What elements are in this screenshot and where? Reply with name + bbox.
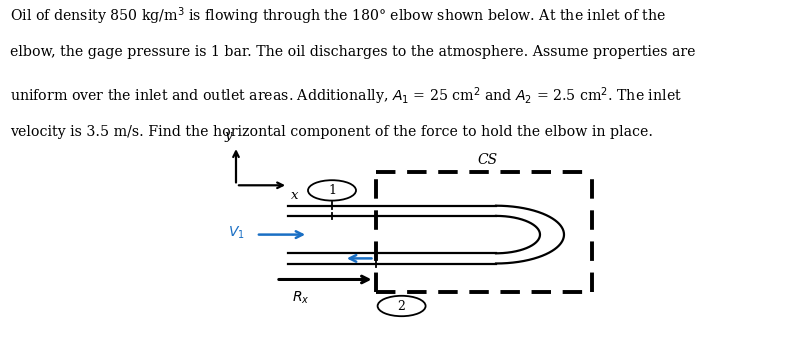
Text: $V_1$: $V_1$ (228, 225, 245, 241)
Text: x: x (290, 189, 298, 202)
Text: CS: CS (478, 153, 498, 167)
Text: 2: 2 (398, 300, 406, 312)
Text: $R_x$: $R_x$ (292, 290, 310, 306)
Text: 1: 1 (328, 184, 336, 197)
Text: velocity is 3.5 m/s. Find the horizontal component of the force to hold the elbo: velocity is 3.5 m/s. Find the horizontal… (10, 125, 653, 139)
Text: elbow, the gage pressure is 1 bar. The oil discharges to the atmosphere. Assume : elbow, the gage pressure is 1 bar. The o… (10, 45, 695, 59)
Text: y: y (224, 129, 232, 142)
Text: uniform over the inlet and outlet areas. Additionally, $A_1$ = 25 cm$^2$ and $A_: uniform over the inlet and outlet areas.… (10, 85, 682, 107)
Text: Oil of density 850 kg/m$^3$ is flowing through the 180° elbow shown below. At th: Oil of density 850 kg/m$^3$ is flowing t… (10, 5, 666, 27)
